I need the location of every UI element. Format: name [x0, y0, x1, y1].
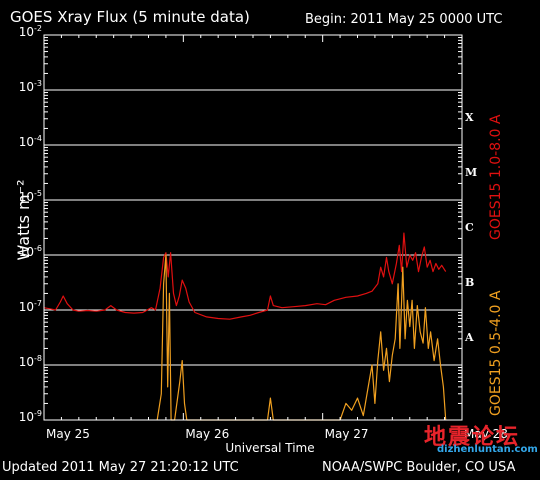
y-tick-exponent: -2: [34, 24, 42, 33]
flare-class-label: X: [465, 110, 474, 124]
y-tick-base: 10: [18, 190, 35, 204]
series-label-long: GOES15 1.0-8.0 A: [488, 114, 504, 240]
watermark-url: dizhenluntan.com: [437, 444, 538, 455]
y-tick-base: 10: [18, 80, 35, 94]
y-tick-base: 10: [18, 410, 35, 424]
y-tick-label: 10-2: [0, 24, 42, 40]
flare-class-label: B: [465, 275, 475, 289]
y-tick-exponent: -5: [34, 189, 42, 198]
y-tick-exponent: -3: [34, 79, 42, 88]
y-tick-exponent: -7: [34, 299, 42, 308]
y-tick-base: 10: [18, 135, 35, 149]
chart-series: [43, 232, 447, 421]
watermark-logo: 地震论坛: [424, 425, 521, 450]
y-tick-exponent: -9: [34, 409, 42, 418]
y-tick-exponent: -6: [34, 244, 42, 253]
y-tick-base: 10: [18, 355, 35, 369]
y-tick-label: 10-7: [0, 299, 42, 315]
y-tick-base: 10: [18, 25, 35, 39]
y-tick-label: 10-8: [0, 354, 42, 370]
y-tick-label: 10-4: [0, 134, 42, 150]
chart-grid: [44, 34, 462, 421]
series-line-1: [156, 254, 447, 421]
flare-class-label: M: [465, 165, 478, 179]
y-tick-base: 10: [18, 300, 35, 314]
flare-class-label: A: [465, 330, 474, 344]
x-axis-label: Universal Time: [225, 441, 315, 455]
begin-time-label: Begin: 2011 May 25 0000 UTC: [305, 12, 503, 27]
chart-title: GOES Xray Flux (5 minute data): [10, 8, 250, 26]
flare-class-label: C: [465, 220, 474, 234]
x-tick-label: May 25: [46, 427, 90, 441]
x-tick-label: May 26: [185, 427, 230, 441]
series-line-0: [43, 232, 447, 320]
series-label-short: GOES15 0.5-4.0 A: [488, 290, 504, 416]
y-tick-label: 10-5: [0, 189, 42, 205]
y-tick-exponent: -4: [34, 134, 42, 143]
x-tick-label: May 28: [464, 427, 508, 441]
chart-ticks: [43, 35, 463, 420]
y-tick-base: 10: [18, 245, 35, 259]
updated-timestamp: Updated 2011 May 27 21:20:12 UTC: [2, 460, 239, 475]
x-tick-label: May 27: [324, 427, 369, 441]
y-tick-label: 10-9: [0, 409, 42, 425]
y-tick-exponent: -8: [34, 354, 42, 363]
noaa-credit: NOAA/SWPC Boulder, CO USA: [322, 460, 516, 475]
plot-frame: [43, 34, 463, 421]
y-tick-label: 10-6: [0, 244, 42, 260]
y-tick-label: 10-3: [0, 79, 42, 95]
